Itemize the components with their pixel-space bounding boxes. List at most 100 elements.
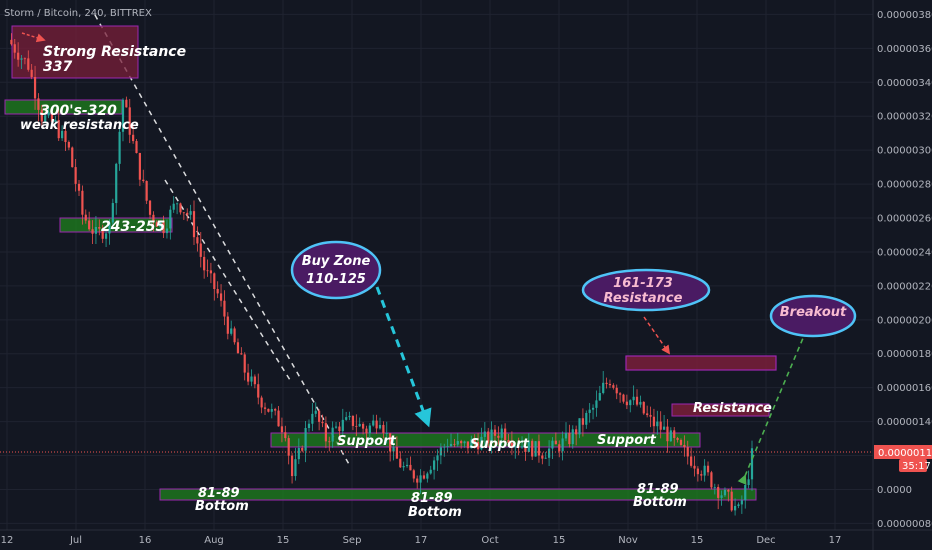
candle-body bbox=[700, 474, 703, 476]
candle-body bbox=[290, 455, 294, 477]
countdown-tag bbox=[899, 459, 927, 472]
candle-body bbox=[652, 416, 656, 427]
candle-body bbox=[341, 419, 344, 432]
candle-body bbox=[710, 472, 713, 488]
candle-body bbox=[108, 222, 111, 234]
candle-body bbox=[612, 385, 615, 388]
candle-body bbox=[263, 407, 267, 409]
candle-body bbox=[71, 147, 74, 168]
candle-body bbox=[351, 415, 355, 426]
candle-body bbox=[679, 439, 683, 445]
zone-resistance-161 bbox=[625, 355, 777, 371]
x-tick-label: Dec bbox=[756, 535, 775, 546]
candle-body bbox=[497, 435, 500, 438]
candle-body bbox=[84, 214, 87, 221]
candle-body bbox=[206, 270, 209, 272]
candle-body bbox=[419, 475, 422, 483]
candles bbox=[10, 33, 754, 516]
candle-body bbox=[514, 446, 517, 448]
arrow-breakout bbox=[737, 311, 815, 485]
candle-body bbox=[213, 273, 216, 290]
candle-body bbox=[236, 342, 240, 354]
resistance-ellipse bbox=[581, 268, 711, 312]
candle-body bbox=[196, 237, 199, 244]
candle-body bbox=[703, 465, 706, 476]
label-bottom-range-2: 81-89 bbox=[411, 491, 453, 506]
candle-body bbox=[64, 130, 67, 143]
y-tick-label: 0.00000300 bbox=[877, 146, 932, 157]
candle-body bbox=[67, 142, 70, 148]
candle-body bbox=[541, 455, 544, 459]
candle-body bbox=[693, 465, 696, 469]
candle-body bbox=[605, 382, 608, 384]
candle-body bbox=[318, 410, 321, 422]
candle-body bbox=[348, 415, 351, 418]
candle-body bbox=[456, 441, 459, 445]
candle-body bbox=[737, 504, 740, 506]
label-support-2: Support bbox=[470, 437, 530, 452]
candle-body bbox=[517, 446, 520, 448]
candle-body bbox=[446, 446, 449, 447]
candle-body bbox=[554, 440, 557, 445]
candle-body bbox=[581, 418, 585, 425]
candle-body bbox=[595, 400, 598, 408]
x-tick-label: Jul bbox=[69, 535, 82, 546]
candle-body bbox=[182, 212, 185, 214]
y-tick-label: 0.00000080 bbox=[877, 519, 932, 530]
candle-body bbox=[568, 432, 571, 445]
candle-body bbox=[17, 52, 20, 60]
trendline-left bbox=[94, 14, 351, 467]
candle-body bbox=[331, 427, 334, 442]
x-tick-label: 15 bbox=[691, 535, 704, 546]
candle-body bbox=[646, 413, 649, 416]
candle-body bbox=[602, 382, 605, 394]
candle-body bbox=[47, 112, 50, 116]
candle-body bbox=[483, 431, 486, 437]
y-tick-label: 0.00000260 bbox=[877, 214, 932, 225]
candle-body bbox=[629, 400, 632, 406]
x-tick-label: 16 bbox=[139, 535, 152, 546]
candle-body bbox=[40, 109, 43, 122]
candle-body bbox=[642, 401, 645, 414]
candle-body bbox=[253, 376, 256, 385]
candle-body bbox=[659, 421, 662, 430]
candle-body bbox=[54, 120, 57, 122]
candle-body bbox=[389, 433, 392, 452]
candle-body bbox=[578, 418, 581, 435]
candle-body bbox=[460, 441, 463, 444]
candle-body bbox=[666, 426, 669, 442]
candle-body bbox=[433, 460, 436, 470]
candle-body bbox=[361, 423, 365, 429]
candle-body bbox=[385, 433, 388, 434]
candle-body bbox=[301, 447, 304, 451]
candle-body bbox=[74, 167, 77, 184]
candle-body bbox=[473, 439, 476, 443]
label-bottom-2: Bottom bbox=[408, 505, 462, 520]
candle-body bbox=[544, 457, 547, 459]
candle-body bbox=[656, 421, 659, 427]
candle-body bbox=[223, 300, 226, 317]
candle-body bbox=[148, 200, 152, 215]
label-support-1: Support bbox=[337, 434, 397, 449]
candle-body bbox=[713, 486, 716, 488]
label-bottom-1: Bottom bbox=[195, 499, 249, 514]
candle-body bbox=[669, 430, 672, 442]
x-tick-label: 12 bbox=[1, 535, 14, 546]
candle-body bbox=[591, 407, 595, 410]
candle-body bbox=[422, 475, 426, 479]
x-axis: 12 Jul 16 Aug 15 Sep 17 Oct 15 Nov 15 Dec 17 bbox=[0, 529, 932, 546]
candle-body bbox=[345, 417, 348, 420]
candle-body bbox=[564, 432, 568, 439]
candle-body bbox=[226, 316, 229, 334]
candle-body bbox=[358, 423, 361, 427]
candle-body bbox=[632, 396, 635, 401]
candle-body bbox=[175, 203, 179, 205]
candle-body bbox=[260, 397, 263, 408]
label-bottom-range-1: 81-89 bbox=[198, 486, 240, 501]
candle-body bbox=[23, 58, 27, 60]
y-tick-label: 0.00000280 bbox=[877, 180, 932, 191]
candle-body bbox=[277, 410, 280, 427]
candle-body bbox=[534, 441, 537, 457]
candle-body bbox=[622, 394, 625, 402]
